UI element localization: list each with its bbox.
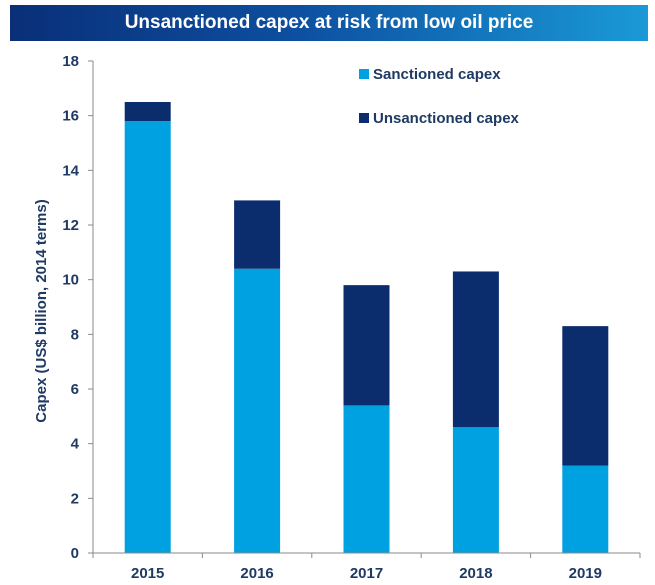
y-tick-label: 14: [62, 162, 79, 179]
chart-title-banner: Unsanctioned capex at risk from low oil …: [10, 5, 648, 41]
bar-unsanctioned-2017: [343, 285, 390, 406]
bar-unsanctioned-2019: [562, 326, 609, 466]
legend-swatch-unsanctioned: [359, 113, 369, 123]
x-axis-ticks: 2015 2016 2017 2018 2019: [92, 553, 641, 582]
bar-group: [124, 102, 609, 553]
y-tick-label: 10: [62, 272, 79, 289]
y-tick-label: 8: [71, 326, 79, 343]
y-axis-title: Capex (US$ billion, 2014 terms): [33, 199, 50, 422]
bar-unsanctioned-2016: [234, 200, 281, 269]
bar-sanctioned-2015: [124, 121, 171, 553]
x-tick-label: 2018: [459, 565, 492, 582]
x-tick-label: 2017: [350, 565, 383, 582]
y-tick-label: 12: [62, 217, 79, 234]
x-tick-label: 2019: [569, 565, 602, 582]
y-tick-label: 2: [71, 490, 79, 507]
bar-sanctioned-2018: [452, 427, 499, 553]
x-tick-label: 2016: [240, 565, 273, 582]
chart-title: Unsanctioned capex at risk from low oil …: [124, 12, 534, 33]
x-tick-label: 2015: [131, 565, 164, 582]
bar-sanctioned-2016: [234, 268, 281, 553]
legend-label-unsanctioned: Unsanctioned capex: [373, 110, 520, 127]
legend-swatch-sanctioned: [359, 69, 369, 79]
y-tick-label: 18: [62, 53, 79, 70]
bar-unsanctioned-2018: [452, 271, 499, 428]
y-tick-label: 0: [71, 545, 79, 562]
y-tick-label: 6: [71, 381, 79, 398]
legend: Sanctioned capex Unsanctioned capex: [359, 66, 520, 127]
bar-unsanctioned-2015: [124, 102, 171, 122]
y-axis-ticks: 0 2 4 6 8 10 12 14 16 18: [62, 53, 93, 562]
legend-label-sanctioned: Sanctioned capex: [373, 66, 501, 83]
bar-sanctioned-2017: [343, 405, 390, 553]
y-tick-label: 4: [71, 436, 80, 453]
y-tick-label: 16: [62, 108, 79, 125]
bar-sanctioned-2019: [562, 465, 609, 553]
